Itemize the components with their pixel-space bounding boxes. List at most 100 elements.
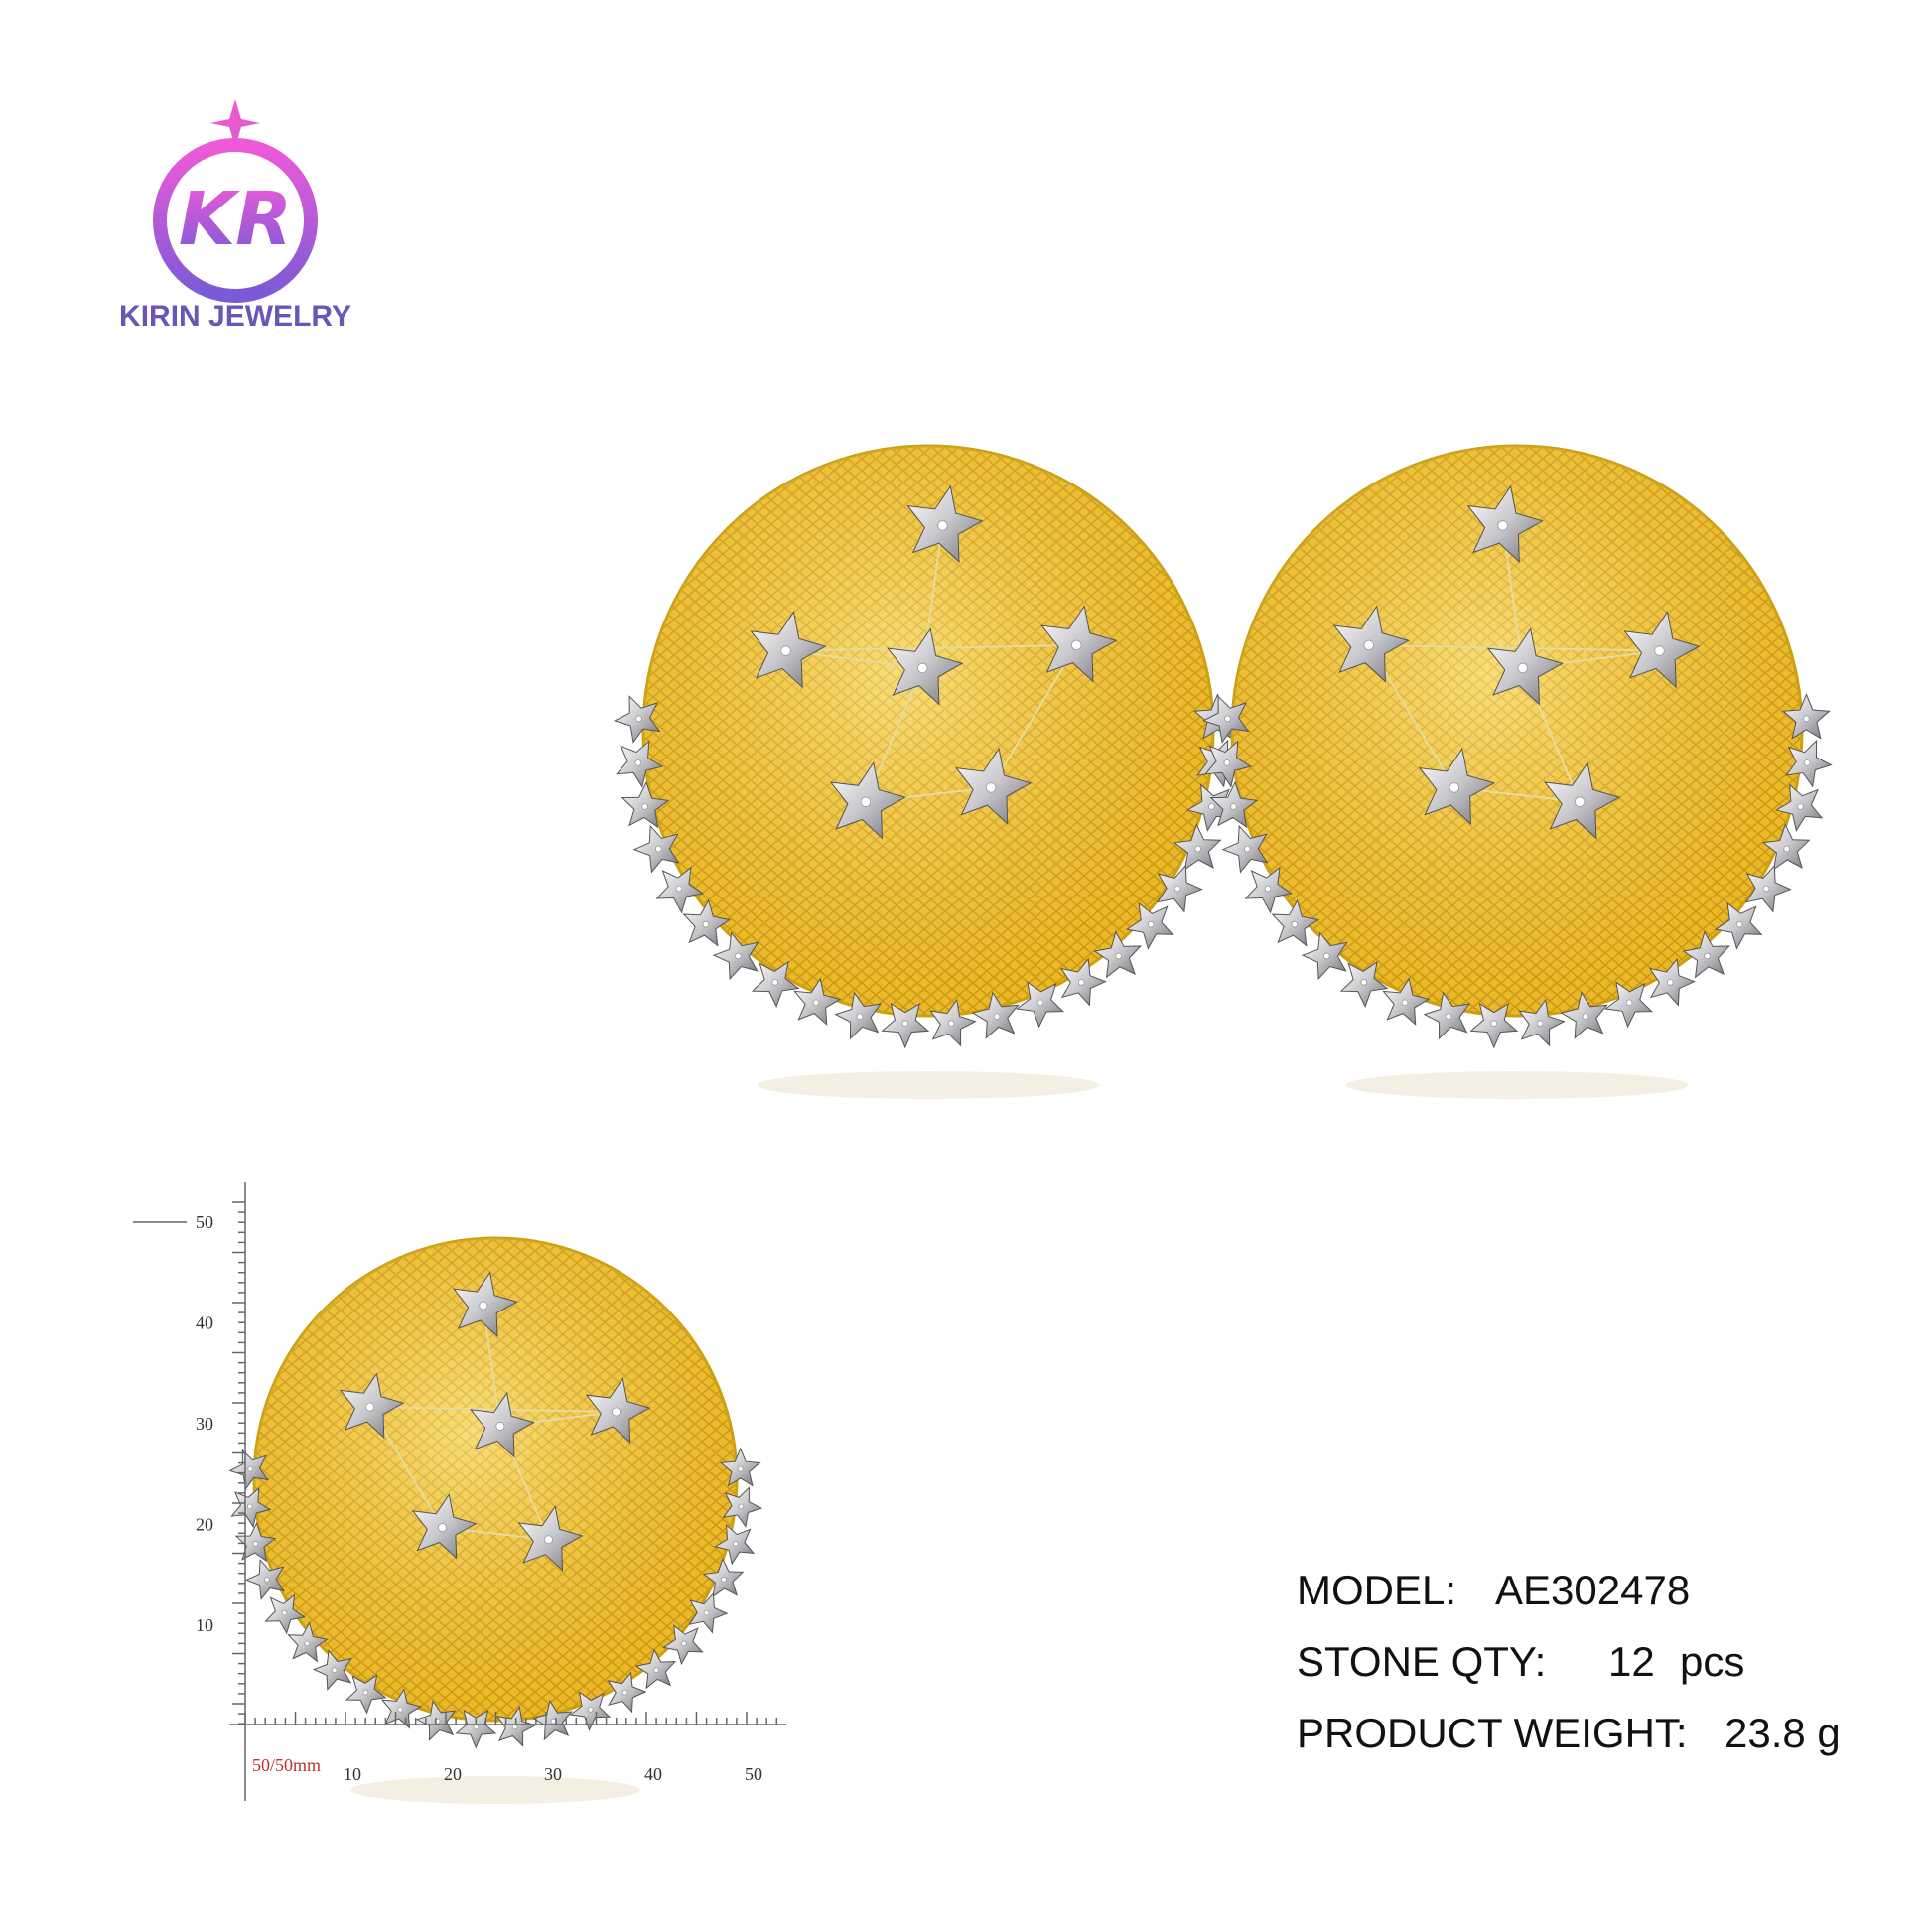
stone bbox=[1704, 952, 1711, 960]
stone bbox=[680, 1640, 687, 1647]
stone bbox=[901, 1020, 909, 1028]
stone bbox=[1497, 520, 1508, 531]
stone bbox=[1194, 845, 1202, 853]
stone bbox=[1173, 885, 1181, 893]
stone bbox=[1574, 796, 1586, 807]
stone bbox=[1077, 979, 1085, 986]
stone bbox=[1783, 845, 1791, 853]
reflection bbox=[1345, 1071, 1689, 1099]
stone bbox=[780, 645, 791, 656]
spec-value: 12 bbox=[1608, 1638, 1655, 1685]
stone bbox=[438, 1523, 448, 1533]
stone bbox=[634, 759, 642, 766]
stone bbox=[917, 662, 928, 674]
constellation-line bbox=[369, 1406, 617, 1413]
spec-value: 23.8 g bbox=[1725, 1710, 1841, 1756]
spec-unit: pcs bbox=[1680, 1638, 1744, 1685]
spec-label: MODEL: bbox=[1297, 1567, 1456, 1613]
stone bbox=[1517, 662, 1528, 674]
stone bbox=[653, 1667, 660, 1674]
stone bbox=[587, 1706, 594, 1713]
stone bbox=[1445, 1013, 1452, 1021]
logo-star bbox=[210, 99, 260, 147]
ruler-y-label: 10 bbox=[196, 1615, 213, 1635]
stone bbox=[675, 885, 683, 893]
stone bbox=[1243, 845, 1251, 853]
ruler-x-label: 40 bbox=[644, 1764, 662, 1784]
stone bbox=[812, 999, 820, 1007]
stone bbox=[1536, 1020, 1544, 1028]
stone bbox=[479, 1301, 488, 1311]
ruler-x-label: 30 bbox=[544, 1764, 562, 1784]
stone bbox=[331, 1667, 338, 1674]
stone bbox=[1071, 639, 1082, 651]
stone bbox=[1625, 999, 1633, 1007]
reflection bbox=[350, 1776, 640, 1804]
stone bbox=[247, 1465, 254, 1472]
stone bbox=[1803, 759, 1811, 766]
stone bbox=[641, 803, 648, 810]
stone bbox=[1291, 920, 1299, 928]
stone bbox=[1363, 639, 1374, 651]
brand-name: KIRIN JEWELRY bbox=[119, 300, 351, 333]
logo-monogram: KR bbox=[179, 177, 292, 262]
specs: MODEL: AE302478 STONE QTY: 12 pcs PRODUC… bbox=[1297, 1567, 1841, 1756]
stone bbox=[1654, 645, 1665, 656]
stone bbox=[1208, 803, 1215, 810]
stone bbox=[703, 1609, 710, 1616]
stone bbox=[1223, 759, 1231, 766]
stone bbox=[1115, 952, 1122, 960]
disc-shine bbox=[643, 446, 1213, 1016]
stone bbox=[1797, 803, 1804, 810]
stone bbox=[737, 1465, 744, 1472]
logo: KR KIRIN JEWELRY bbox=[119, 99, 351, 333]
stone bbox=[1803, 715, 1810, 723]
stone bbox=[1224, 715, 1231, 723]
stone bbox=[947, 1020, 955, 1028]
ruler-x-label: 10 bbox=[344, 1764, 361, 1784]
stone bbox=[473, 1724, 480, 1730]
stone bbox=[304, 1640, 311, 1647]
stone bbox=[1449, 782, 1460, 793]
earrings bbox=[228, 444, 1833, 1804]
stone bbox=[771, 979, 779, 986]
ruler-y-label: 20 bbox=[196, 1515, 213, 1535]
stone bbox=[702, 920, 710, 928]
stone bbox=[1360, 979, 1368, 986]
ruler-x-label: 50 bbox=[745, 1764, 762, 1784]
stone bbox=[856, 1013, 864, 1021]
stone bbox=[281, 1609, 288, 1616]
stone bbox=[1401, 999, 1409, 1007]
stone bbox=[1264, 885, 1272, 893]
reflection bbox=[757, 1071, 1100, 1099]
spec-label: PRODUCT WEIGHT: bbox=[1297, 1710, 1688, 1756]
constellation-line bbox=[990, 644, 1078, 788]
stone bbox=[1666, 979, 1674, 986]
spec-value: AE302478 bbox=[1495, 1567, 1690, 1613]
ruler bbox=[133, 1182, 786, 1801]
stone bbox=[511, 1724, 518, 1730]
ruler-y-label: 40 bbox=[196, 1313, 213, 1333]
stone bbox=[654, 845, 662, 853]
stone bbox=[264, 1576, 270, 1583]
stone bbox=[735, 952, 742, 960]
ruler-x-label: 20 bbox=[444, 1764, 462, 1784]
stone bbox=[1323, 952, 1330, 960]
disc-shine bbox=[254, 1238, 737, 1721]
ruler-y-label: 30 bbox=[196, 1414, 213, 1434]
stone bbox=[252, 1540, 259, 1547]
stone bbox=[738, 1503, 745, 1510]
stone bbox=[1230, 803, 1237, 810]
stone bbox=[721, 1576, 727, 1583]
stone bbox=[1036, 999, 1044, 1007]
stone bbox=[993, 1013, 1001, 1021]
stone bbox=[1582, 1013, 1589, 1021]
constellation-line bbox=[1368, 643, 1660, 652]
stone bbox=[495, 1422, 505, 1432]
stone bbox=[1147, 920, 1155, 928]
stone bbox=[732, 1540, 739, 1547]
ruler-unit: 50/50mm bbox=[252, 1755, 321, 1775]
stone bbox=[1490, 1020, 1498, 1028]
spec-label: STONE QTY: bbox=[1297, 1638, 1546, 1685]
stone bbox=[612, 1407, 621, 1417]
